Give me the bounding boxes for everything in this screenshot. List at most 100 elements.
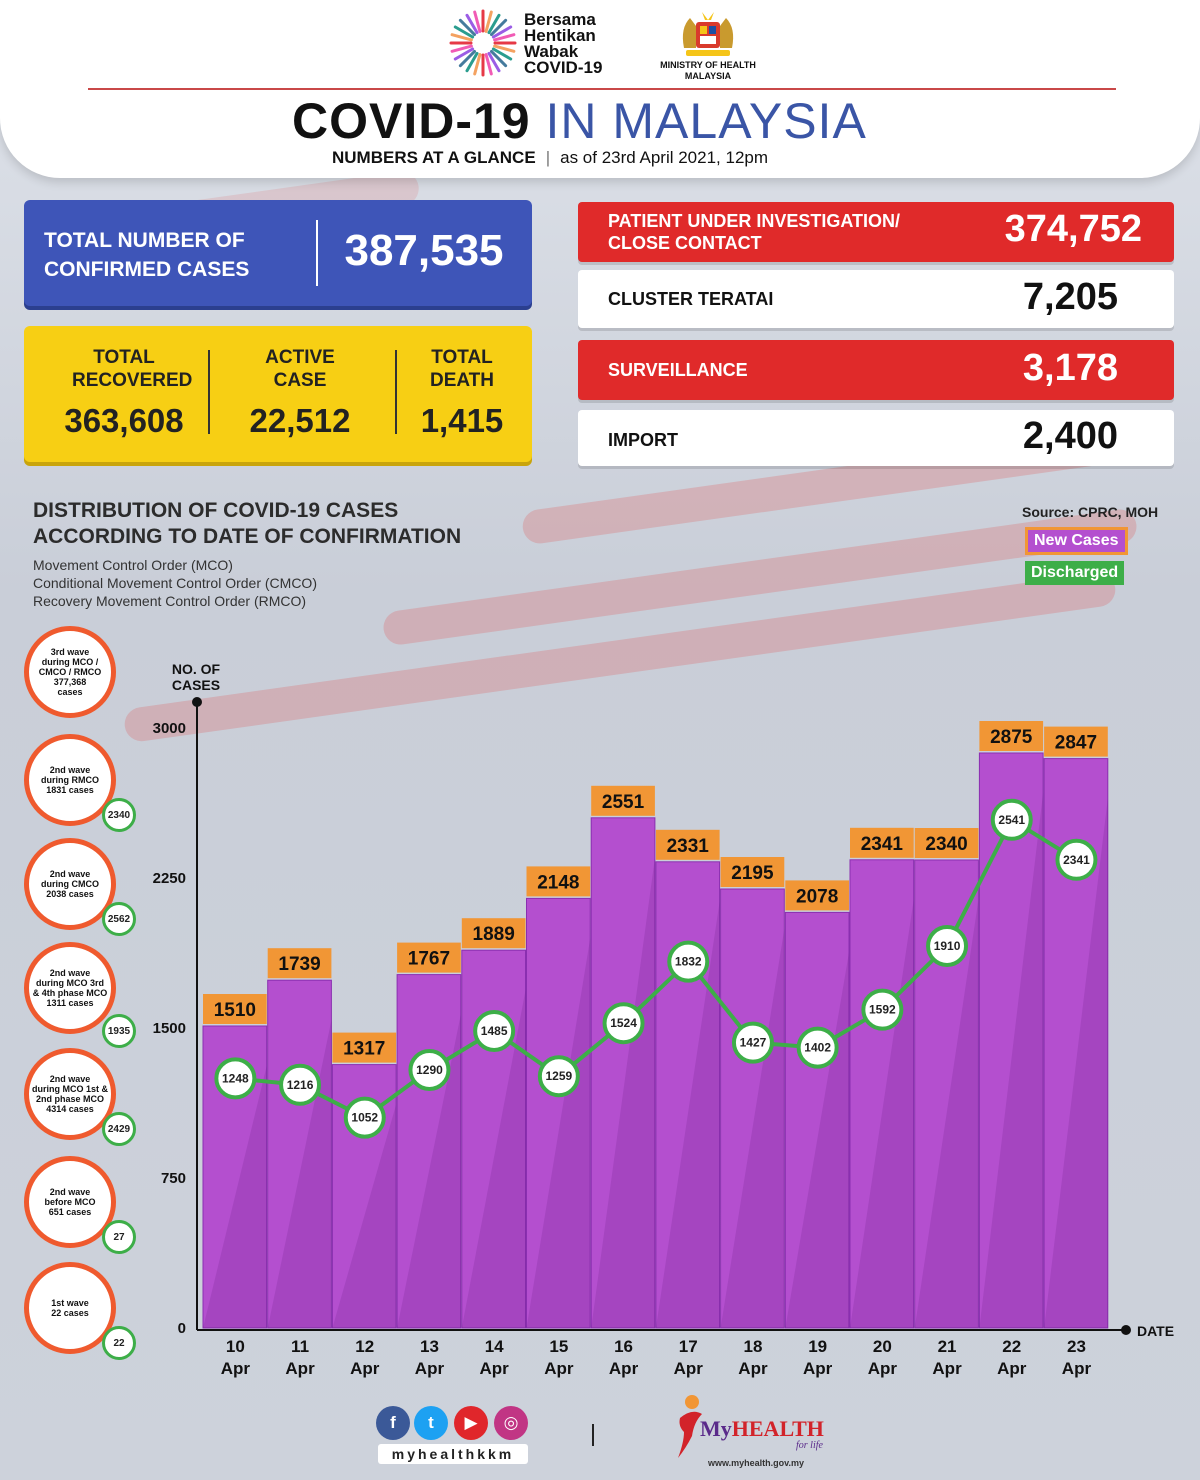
logo-ray (473, 10, 482, 33)
discharged-value-label: 1910 (934, 939, 961, 953)
bar-label-box (203, 994, 267, 1024)
discharged-value-label: 1832 (675, 955, 702, 969)
discharged-point (343, 1096, 386, 1139)
footer-divider (592, 1424, 594, 1446)
x-tick-label: 17 (679, 1337, 698, 1356)
discharged-point (214, 1057, 257, 1100)
bar-value-label: 2331 (667, 836, 710, 857)
x-tick-label: 22 (1002, 1337, 1021, 1356)
cmco-note: Conditional Movement Control Order (CMCO… (33, 575, 317, 591)
confirmed-label: TOTAL NUMBER OF CONFIRMED CASES (44, 229, 250, 281)
facebook-icon[interactable]: f (376, 1406, 410, 1440)
confirmed-value: 387,535 (344, 226, 504, 275)
discharged-value-label: 1259 (545, 1069, 572, 1083)
bar-label-box (397, 942, 461, 973)
wave-text: 3rd wave during MCO / CMCO / RMCO 377,36… (38, 647, 102, 697)
recovered-label: TOTAL RECOVERED (72, 347, 193, 391)
discharged-value-label: 2541 (998, 813, 1025, 827)
bar-value-label: 2341 (861, 834, 904, 855)
discharged-value-label: 1402 (804, 1041, 831, 1055)
instagram-icon[interactable]: ◎ (494, 1406, 528, 1440)
cluster-label: PATIENT UNDER INVESTIGATION/ CLOSE CONTA… (608, 211, 901, 253)
bar (590, 817, 656, 1329)
wave-badge: 2340 (102, 798, 136, 832)
chart-title-line: DISTRIBUTION OF COVID-19 CASES (33, 499, 399, 522)
logo-ray (484, 53, 493, 76)
discharged-point (408, 1049, 451, 1091)
logo-ray (487, 51, 501, 73)
discharged-point (667, 940, 710, 983)
bar-shade (914, 900, 979, 1328)
bar-label-box (591, 785, 655, 816)
social-handle: myhealthkkm (378, 1444, 528, 1464)
y-tick-label: 750 (161, 1170, 186, 1187)
logo-ray (484, 10, 493, 33)
bar-value-label: 2078 (796, 886, 838, 907)
logo-ray (458, 49, 477, 68)
bar-value-label: 1739 (278, 954, 320, 975)
death-value: 1,415 (420, 402, 504, 439)
discharged-value-label: 1427 (740, 1036, 767, 1050)
logo-ray (465, 51, 479, 73)
y-tick-label: 3000 (153, 720, 186, 737)
x-tick-label: Apr (932, 1359, 962, 1378)
legend-discharged: Discharged (1025, 561, 1125, 585)
x-tick-label: 16 (614, 1337, 633, 1356)
bar-label-box (979, 721, 1044, 751)
bar-label-box (461, 918, 526, 949)
brand-health: HEALTH (731, 1416, 824, 1441)
active-value: 22,512 (249, 402, 351, 439)
confirmed-cases-box: TOTAL NUMBER OF CONFIRMED CASES 387,535 (24, 200, 532, 306)
logo-ray (487, 13, 501, 35)
active-label: ACTIVE CASE (265, 347, 335, 391)
x-tick-label: 19 (808, 1337, 827, 1356)
cases-chart: 0750150022503000151010Apr173911Apr131712… (153, 661, 1174, 1378)
youtube-icon[interactable]: ▶ (454, 1406, 488, 1440)
x-tick-label: 15 (549, 1337, 568, 1356)
discharged-value-label: 2341 (1063, 853, 1090, 867)
cluster-value: 3,178 (1022, 347, 1118, 389)
chart-subtitle: Movement Control Order (MCO) Conditional… (33, 556, 317, 610)
logo-ray (491, 47, 513, 61)
wave-text: 2nd wave during RMCO 1831 cases (41, 765, 99, 795)
title-light: IN MALAYSIA (530, 93, 867, 149)
ministry-label: MINISTRY OF HEALTH MALAYSIA (660, 60, 756, 81)
wave-circle: 2nd wave during MCO 1st & 2nd phase MCO … (24, 1048, 116, 1140)
bar-label-box (785, 880, 849, 911)
bar (784, 911, 850, 1329)
death-label: TOTAL DEATH (429, 347, 495, 391)
logo-ray (489, 49, 508, 68)
wave-circle: 2nd wave during CMCO 2038 cases (24, 838, 116, 930)
x-tick-label: Apr (1062, 1359, 1092, 1378)
x-tick-label: 23 (1067, 1337, 1086, 1356)
twitter-icon[interactable]: t (414, 1406, 448, 1440)
chart-title: DISTRIBUTION OF COVID-19 CASES ACCORDING… (33, 498, 461, 550)
cluster-label: CLUSTER TERATAI (608, 289, 774, 309)
logo-ray (453, 47, 475, 61)
outcome-box: TOTAL RECOVERED 363,608 ACTIVE CASE 22,5… (24, 326, 532, 462)
mco-note: Movement Control Order (MCO) (33, 557, 233, 573)
cluster-row-pui: PATIENT UNDER INVESTIGATION/ CLOSE CONTA… (578, 202, 1174, 262)
discharged-point (796, 1026, 839, 1069)
x-axis-title: DATE (1137, 1323, 1174, 1339)
header-card: Bersama Hentikan Wabak COVID-19 MINISTRY… (0, 0, 1200, 178)
bar-value-label: 1510 (214, 1000, 256, 1021)
x-tick-label: Apr (350, 1359, 380, 1378)
outcome-divider (395, 350, 397, 434)
x-tick-label: Apr (415, 1359, 445, 1378)
wave-circle: 1st wave 22 cases (24, 1262, 116, 1354)
discharged-value-label: 1485 (481, 1024, 508, 1038)
wave-circle: 2nd wave before MCO 651 cases (24, 1156, 116, 1248)
x-tick-label: Apr (221, 1359, 251, 1378)
logo-ray (473, 53, 482, 76)
y-tick-label: 1500 (153, 1020, 186, 1037)
discharged-value-label: 1290 (416, 1063, 443, 1077)
death-column: TOTAL DEATH 1,415 (404, 346, 520, 440)
x-tick-label: Apr (480, 1359, 510, 1378)
logo-ray (450, 44, 473, 53)
x-tick-label: 12 (355, 1337, 374, 1356)
y-axis-title-line: NO. OF (172, 661, 221, 677)
bar-value-label: 1317 (343, 1039, 385, 1060)
logo-ray (450, 33, 473, 42)
cluster-value: 2,400 (1022, 415, 1118, 457)
